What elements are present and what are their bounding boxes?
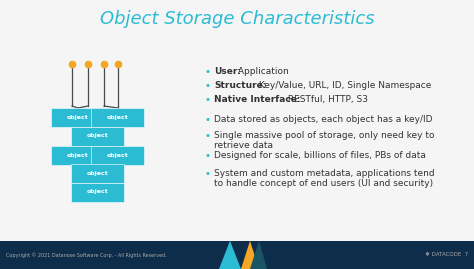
Text: object: object [67,115,89,119]
Polygon shape [219,241,241,269]
FancyBboxPatch shape [52,108,104,126]
Bar [0,241,474,269]
Text: object: object [67,153,89,158]
Text: •: • [205,67,211,77]
Text: ❖ DATACODE  7: ❖ DATACODE 7 [425,252,468,257]
Text: •: • [205,169,211,179]
Text: object: object [87,189,109,194]
Text: RESTful, HTTP, S3: RESTful, HTTP, S3 [285,95,368,104]
Text: System and custom metadata, applications tend
to handle concept of end users (UI: System and custom metadata, applications… [214,169,435,188]
Text: Native Interface:: Native Interface: [214,95,301,104]
Text: object: object [107,153,129,158]
FancyBboxPatch shape [52,146,104,165]
Text: •: • [205,131,211,141]
Text: Data stored as objects, each object has a key/ID: Data stored as objects, each object has … [214,115,432,124]
Text: object: object [87,133,109,139]
Text: •: • [205,115,211,125]
Text: object: object [87,171,109,175]
Text: Object Storage Characteristics: Object Storage Characteristics [100,10,374,28]
Polygon shape [241,241,259,269]
Text: object: object [107,115,129,119]
Text: Single massive pool of storage, only need key to
retrieve data: Single massive pool of storage, only nee… [214,131,435,150]
Text: •: • [205,81,211,91]
FancyBboxPatch shape [91,146,145,165]
Text: Structure:: Structure: [214,81,266,90]
Text: Key/Value, URL, ID, Single Namespace: Key/Value, URL, ID, Single Namespace [256,81,431,90]
Text: Designed for scale, billions of files, PBs of data: Designed for scale, billions of files, P… [214,151,426,160]
FancyBboxPatch shape [91,108,145,126]
Text: •: • [205,95,211,105]
FancyBboxPatch shape [72,164,125,182]
Polygon shape [250,241,267,269]
FancyBboxPatch shape [72,126,125,146]
FancyBboxPatch shape [72,182,125,201]
Text: Application: Application [235,67,289,76]
Text: •: • [205,151,211,161]
Text: User:: User: [214,67,241,76]
Text: Copyright © 2021 Datanose Software Corp. - All Rights Reserved.: Copyright © 2021 Datanose Software Corp.… [6,252,167,258]
